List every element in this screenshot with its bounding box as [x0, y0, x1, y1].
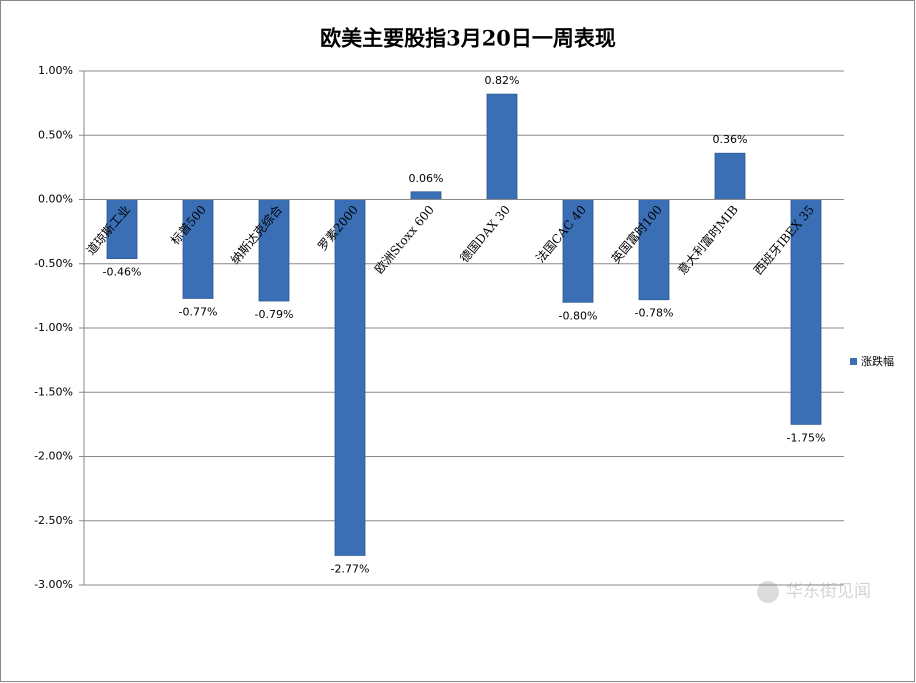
value-label: -0.80% [559, 309, 598, 322]
legend-label: 涨跌幅 [861, 354, 894, 368]
legend-swatch [850, 358, 857, 365]
y-tick-label: -1.50% [34, 385, 73, 398]
value-label: 0.06% [409, 172, 444, 185]
bar [410, 191, 442, 200]
bar [334, 199, 366, 556]
y-tick-label: -2.50% [34, 514, 73, 527]
y-tick-label: 0.00% [38, 193, 73, 206]
bar [638, 199, 670, 301]
bar [562, 199, 594, 303]
watermark-logo [757, 581, 779, 603]
value-label: 0.82% [485, 74, 520, 87]
value-label: 0.36% [713, 133, 748, 146]
bar [714, 152, 746, 200]
value-label: -0.77% [179, 305, 218, 318]
chart-title: 欧美主要股指3月20日一周表现 [320, 26, 616, 51]
value-label: -1.75% [787, 431, 826, 444]
bar [258, 199, 290, 302]
y-tick-label: -0.50% [34, 257, 73, 270]
y-tick-label: 0.50% [38, 128, 73, 141]
bar [790, 199, 822, 425]
y-tick-label: 1.00% [38, 64, 73, 77]
y-tick-label: -1.00% [34, 321, 73, 334]
watermark: 华东街见闻 [786, 582, 871, 602]
value-label: -0.78% [635, 307, 674, 320]
value-label: -0.46% [103, 266, 142, 279]
y-tick-label: -2.00% [34, 450, 73, 463]
bar [486, 93, 518, 200]
y-tick-label: -3.00% [34, 578, 73, 591]
value-label: -0.79% [255, 308, 294, 321]
value-label: -2.77% [331, 562, 370, 575]
